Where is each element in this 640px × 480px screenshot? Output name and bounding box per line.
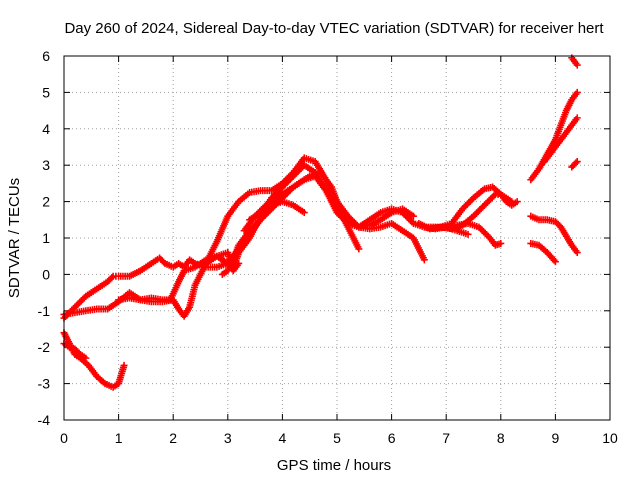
y-tick-label: 3 (42, 157, 50, 173)
y-tick-label: 1 (42, 230, 50, 246)
y-tick-label: -4 (38, 412, 51, 428)
x-tick-label: 1 (115, 430, 123, 446)
data-point (572, 159, 580, 167)
x-tick-label: 10 (602, 430, 618, 446)
data-point (420, 256, 428, 264)
data-point (120, 361, 128, 369)
x-tick-label: 9 (552, 430, 560, 446)
data-series (60, 54, 581, 391)
series-arc-6 (202, 161, 472, 273)
data-point (409, 212, 417, 220)
series-arc-17 (527, 212, 581, 257)
y-tick-label: 2 (42, 194, 50, 210)
x-axis-label: GPS time / hours (277, 457, 391, 474)
chart-title: Day 260 of 2024, Sidereal Day-to-day VTE… (64, 20, 604, 37)
series-arc-9 (246, 198, 308, 224)
y-tick-label: 4 (42, 121, 50, 137)
axis-ticks (63, 55, 611, 421)
series-arc-15 (568, 158, 581, 171)
data-point (108, 274, 116, 282)
y-tick-label: -1 (38, 303, 51, 319)
y-tick-label: 0 (42, 266, 50, 282)
x-tick-label: 6 (388, 430, 396, 446)
data-point (573, 61, 581, 69)
plot-frame (63, 55, 611, 421)
data-point (551, 258, 559, 266)
y-tick-label: 6 (42, 48, 50, 64)
series-arc-2 (60, 340, 90, 362)
data-point (464, 230, 472, 238)
x-tick-label: 5 (333, 430, 341, 446)
x-tick-label: 2 (169, 430, 177, 446)
y-tick-label: -2 (38, 339, 51, 355)
x-tick-label: 8 (497, 430, 505, 446)
series-arc-12 (420, 219, 505, 249)
data-point (573, 114, 581, 122)
data-point (573, 249, 581, 257)
grid-lines (64, 56, 610, 420)
x-tick-label: 3 (224, 430, 232, 446)
y-tick-label: 5 (42, 84, 50, 100)
series-arc-1 (60, 329, 128, 391)
series-arc-16 (568, 54, 581, 69)
x-tick-label: 7 (442, 430, 450, 446)
series-arc-5 (115, 154, 428, 320)
tick-labels: 0 1 2 3 4 5 6 7 8 9 10 -4 -3 -2 -1 0 1 2 3 4 5 6 (38, 48, 618, 446)
series-arc-14 (540, 114, 581, 166)
series-arc-18 (527, 239, 559, 266)
data-point (355, 245, 363, 253)
x-tick-label: 4 (279, 430, 287, 446)
y-axis-label: SDTVAR / TECUs (6, 178, 23, 298)
data-point (82, 354, 90, 362)
data-point (300, 209, 308, 217)
data-point (497, 239, 505, 247)
x-tick-label: 0 (60, 430, 68, 446)
data-point (513, 198, 521, 206)
data-point (550, 256, 558, 264)
data-point (573, 158, 581, 166)
y-tick-label: -3 (38, 376, 51, 392)
data-point (573, 88, 581, 96)
